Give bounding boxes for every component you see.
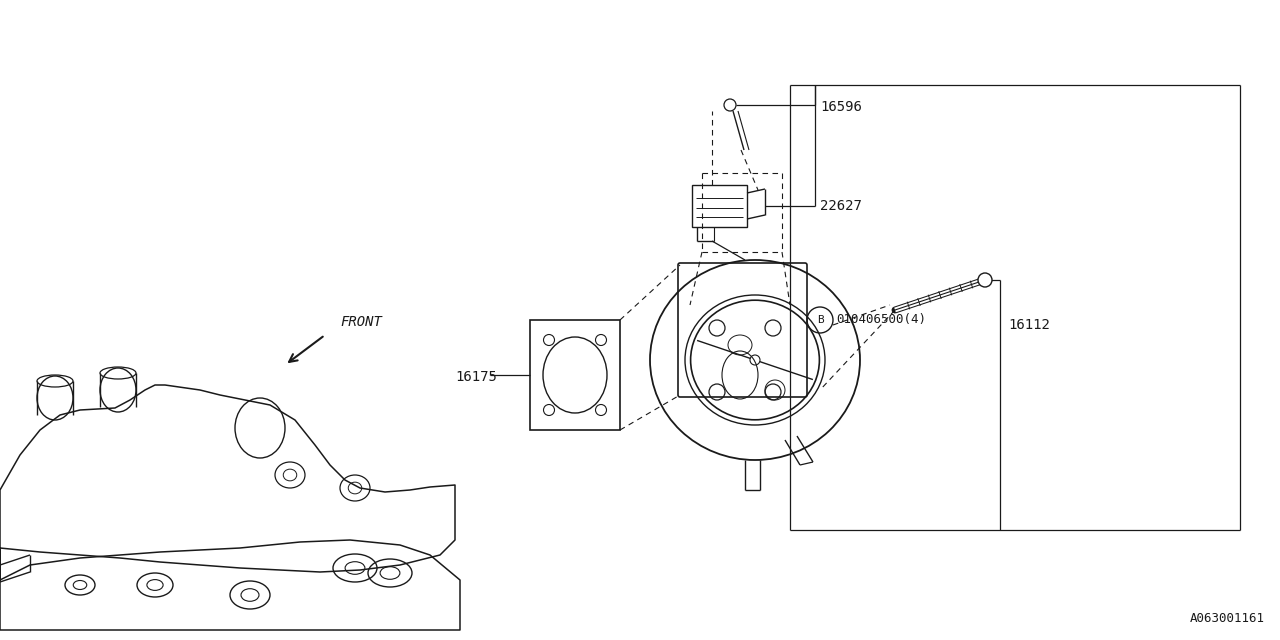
Circle shape <box>750 355 760 365</box>
Circle shape <box>978 273 992 287</box>
Text: 16112: 16112 <box>1009 318 1050 332</box>
Text: 16596: 16596 <box>820 100 861 114</box>
Text: A063001161: A063001161 <box>1190 611 1265 625</box>
Text: FRONT: FRONT <box>340 315 381 329</box>
Text: B: B <box>817 315 823 325</box>
Text: 16175: 16175 <box>454 370 497 384</box>
Text: 010406500(4): 010406500(4) <box>836 314 925 326</box>
Text: 22627: 22627 <box>820 199 861 213</box>
Bar <box>530 320 620 430</box>
Bar <box>692 185 748 227</box>
